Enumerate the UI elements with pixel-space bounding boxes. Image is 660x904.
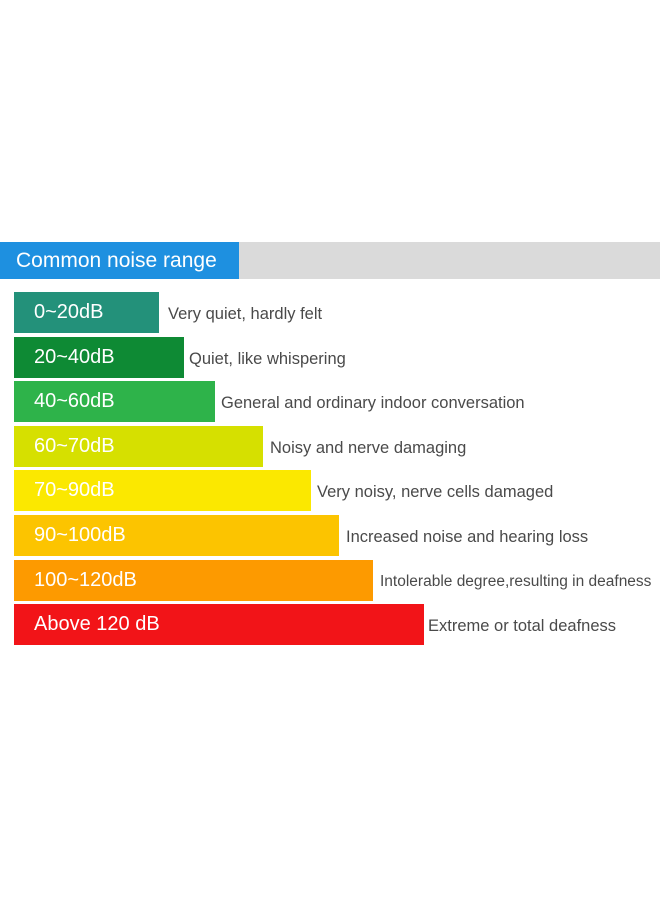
noise-level-row: 20~40dB Quiet, like whispering (14, 336, 660, 378)
noise-level-description: Quiet, like whispering (189, 349, 346, 368)
noise-level-bar: 0~20dB (14, 292, 159, 333)
noise-level-bar: 20~40dB (14, 336, 184, 378)
noise-level-bar: 90~100dB (14, 514, 339, 556)
noise-level-bar: 100~120dB (14, 559, 373, 601)
noise-level-description: General and ordinary indoor conversation (221, 394, 525, 413)
noise-level-description: Very quiet, hardly felt (168, 305, 323, 323)
noise-level-description: Intolerable degree,resulting in deafness (380, 572, 652, 590)
noise-level-description: Noisy and nerve damaging (270, 438, 467, 457)
noise-level-row: 40~60dB General and ordinary indoor conv… (14, 381, 660, 423)
noise-level-bar: Above 120 dB (14, 604, 424, 646)
noise-level-row: 70~90dB Very noisy, nerve cells damaged (14, 470, 660, 512)
noise-level-bar: 60~70dB (14, 425, 263, 467)
section-title: Common noise range (0, 242, 239, 279)
noise-level-bar: 70~90dB (14, 470, 311, 512)
noise-level-list: 0~20dB Very quiet, hardly felt 20~40dB Q… (14, 292, 660, 649)
noise-level-row: 60~70dB Noisy and nerve damaging (14, 425, 660, 467)
noise-level-row: 0~20dB Very quiet, hardly felt (14, 292, 660, 333)
noise-level-row: 90~100dB Increased noise and hearing los… (14, 514, 660, 556)
noise-level-description: Very noisy, nerve cells damaged (317, 483, 554, 502)
noise-level-description: Extreme or total deafness (428, 617, 617, 636)
noise-level-description: Increased noise and hearing loss (346, 527, 589, 546)
noise-level-bar: 40~60dB (14, 381, 215, 423)
noise-level-row: Above 120 dB Extreme or total deafness (14, 604, 660, 646)
noise-level-row: 100~120dB Intolerable degree,resulting i… (14, 559, 660, 601)
